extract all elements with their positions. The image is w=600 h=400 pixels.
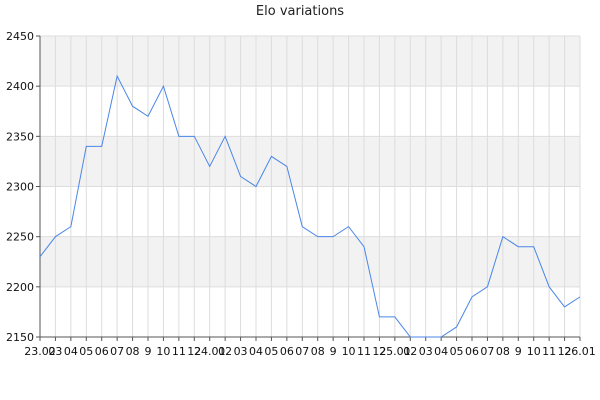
x-tick-label: 02: [403, 345, 417, 358]
plot-band: [40, 86, 580, 137]
elo-data-point: [363, 246, 365, 248]
elo-data-point: [502, 235, 504, 237]
plot-band: [40, 186, 580, 237]
elo-data-point: [317, 235, 319, 237]
x-tick-label: 06: [280, 345, 294, 358]
x-tick-label: 08: [126, 345, 140, 358]
plot-band: [40, 286, 580, 337]
x-tick-label: 06: [95, 345, 109, 358]
elo-data-point: [471, 296, 473, 298]
x-tick-label: 05: [450, 345, 464, 358]
x-tick-label: 11: [357, 345, 371, 358]
x-tick-label: 23.02: [24, 345, 56, 358]
x-tick-label: 12: [558, 345, 572, 358]
elo-data-point: [533, 246, 535, 248]
elo-data-point: [332, 235, 334, 237]
plot-band: [40, 236, 580, 287]
elo-data-point: [209, 165, 211, 167]
elo-data-point: [455, 326, 457, 328]
elo-data-point: [85, 145, 87, 147]
x-tick-label: 26.01: [564, 345, 596, 358]
x-tick-label: 12: [372, 345, 386, 358]
x-tick-label: 25.01: [379, 345, 411, 358]
elo-data-point: [409, 336, 411, 338]
x-tick-label: 07: [480, 345, 494, 358]
x-tick-label: 05: [264, 345, 278, 358]
x-tick-label: 24.01: [194, 345, 226, 358]
elo-data-point: [162, 85, 164, 87]
x-tick-label: 07: [295, 345, 309, 358]
y-tick-label: 2300: [6, 181, 34, 194]
x-tick-label: 9: [145, 345, 152, 358]
x-tick-label: 05: [79, 345, 93, 358]
elo-data-point: [131, 105, 133, 107]
x-tick-label: 12: [187, 345, 201, 358]
elo-data-point: [116, 75, 118, 77]
elo-data-point: [286, 165, 288, 167]
x-tick-label: 11: [172, 345, 186, 358]
elo-data-point: [394, 316, 396, 318]
elo-data-point: [301, 225, 303, 227]
elo-data-point: [270, 155, 272, 157]
x-tick-label: 08: [496, 345, 510, 358]
x-tick-label: 10: [342, 345, 356, 358]
elo-data-point: [440, 336, 442, 338]
x-tick-label: 9: [330, 345, 337, 358]
x-tick-label: 04: [434, 345, 448, 358]
elo-series-line: [39, 74, 581, 338]
y-tick-label: 2200: [6, 281, 34, 294]
x-tick-label: 04: [64, 345, 78, 358]
elo-data-point: [517, 246, 519, 248]
elo-data-point: [178, 135, 180, 137]
x-tick-label: 02: [218, 345, 232, 358]
elo-data-point: [425, 336, 427, 338]
y-tick-label: 2450: [6, 30, 34, 43]
elo-data-point: [224, 135, 226, 137]
x-tick-label: 06: [465, 345, 479, 358]
elo-data-point: [255, 185, 257, 187]
elo-data-point: [579, 296, 581, 298]
elo-data-point: [347, 225, 349, 227]
x-tick-label: 07: [110, 345, 124, 358]
y-tick-label: 2350: [6, 130, 34, 143]
elo-data-point: [193, 135, 195, 137]
x-tick-label: 03: [234, 345, 248, 358]
x-tick-label: 08: [311, 345, 325, 358]
elo-data-point: [563, 306, 565, 308]
x-tick-label: 10: [156, 345, 170, 358]
elo-data-point: [101, 145, 103, 147]
elo-data-point: [548, 286, 550, 288]
x-tick-label: 10: [527, 345, 541, 358]
elo-data-point: [378, 316, 380, 318]
y-tick-label: 2150: [6, 331, 34, 344]
elo-data-point: [54, 235, 56, 237]
x-tick-label: 11: [542, 345, 556, 358]
x-tick-label: 03: [419, 345, 433, 358]
elo-data-point: [70, 225, 72, 227]
chart-title: Elo variations: [255, 4, 345, 19]
y-tick-label: 2250: [6, 231, 34, 244]
x-tick-label: 03: [48, 345, 62, 358]
plot-band: [40, 136, 580, 187]
elo-data-point: [486, 286, 488, 288]
elo-data-point: [147, 115, 149, 117]
x-tick-label: 9: [515, 345, 522, 358]
x-tick-label: 04: [249, 345, 263, 358]
elo-data-point: [239, 175, 241, 177]
y-tick-label: 2400: [6, 80, 34, 93]
plot-band: [40, 36, 580, 87]
elo-data-point: [39, 256, 41, 258]
